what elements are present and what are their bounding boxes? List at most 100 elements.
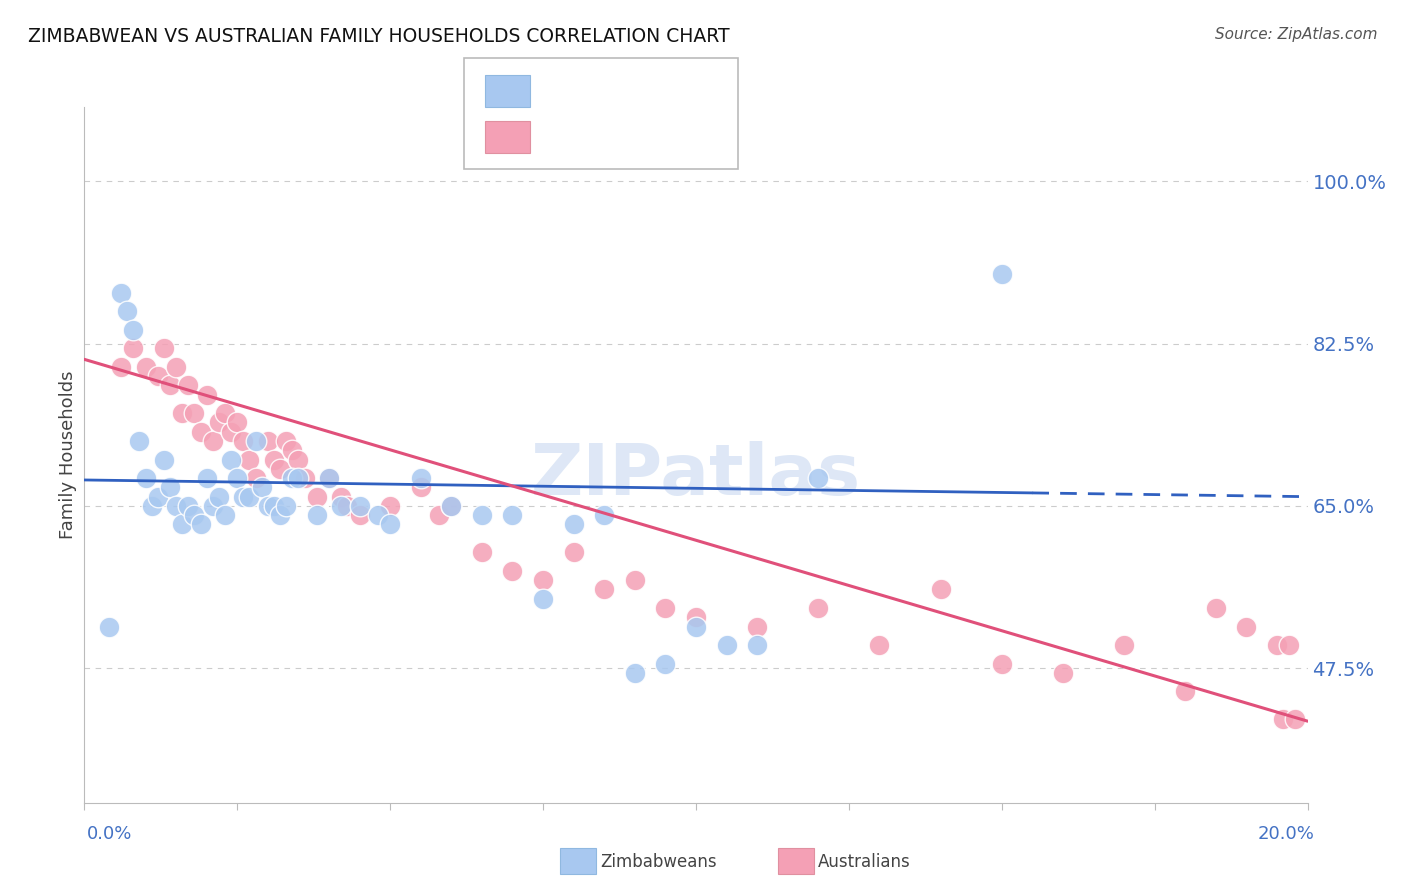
Point [263,499,285,513]
Point [183,406,205,420]
Point [245,434,267,448]
Point [654,657,676,671]
Text: 0.0%: 0.0% [87,825,132,843]
Point [257,499,280,513]
Point [135,471,157,485]
Point [141,499,163,513]
Point [172,406,194,420]
Text: Australians: Australians [818,853,911,871]
Point [1174,684,1197,698]
Point [685,619,707,633]
Point [238,490,260,504]
Point [201,434,224,448]
Point [991,267,1014,281]
Point [1284,712,1306,726]
Point [562,517,585,532]
Point [110,359,132,374]
Point [219,452,242,467]
Point [214,406,236,420]
Point [440,499,463,513]
Point [250,480,273,494]
Point [593,582,616,597]
Point [531,591,554,606]
Point [367,508,389,523]
Point [281,443,304,458]
Point [159,480,181,494]
Point [502,508,524,523]
Point [232,490,254,504]
Point [807,471,830,485]
Point [1265,638,1288,652]
Point [238,452,260,467]
Point [380,499,402,513]
Point [624,573,647,587]
Point [257,434,280,448]
Text: 51: 51 [686,82,709,100]
Point [747,638,769,652]
Point [146,369,169,384]
Text: -0.019: -0.019 [581,82,638,100]
Point [195,471,218,485]
Point [97,619,120,633]
Point [318,471,340,485]
Point [177,378,200,392]
Point [276,499,298,513]
Point [172,517,194,532]
Point [562,545,585,559]
Point [1114,638,1136,652]
Point [110,285,132,300]
Point [208,490,231,504]
Point [349,508,371,523]
Point [305,508,328,523]
Point [869,638,891,652]
Point [219,425,242,439]
Point [305,490,328,504]
Point [269,462,291,476]
Point [330,499,353,513]
Text: Zimbabweans: Zimbabweans [600,853,717,871]
Point [427,508,450,523]
Point [287,452,309,467]
Point [349,499,371,513]
Point [153,452,176,467]
Point [991,657,1014,671]
Point [336,499,359,513]
Y-axis label: Family Households: Family Households [59,371,77,539]
Point [593,508,616,523]
Point [245,471,267,485]
Text: N =: N = [641,82,693,100]
Point [502,564,524,578]
Point [226,416,249,430]
Point [183,508,205,523]
Point [531,573,554,587]
Point [128,434,150,448]
Point [807,601,830,615]
Text: -0.302: -0.302 [581,128,638,146]
Point [287,471,309,485]
Point [685,610,707,624]
Point [1052,665,1074,680]
Point [135,359,157,374]
Point [165,499,187,513]
Point [146,490,169,504]
Point [294,471,316,485]
Point [318,471,340,485]
Point [232,434,254,448]
Point [201,499,224,513]
Point [190,517,212,532]
Point [1278,638,1301,652]
Point [716,638,738,652]
Point [159,378,181,392]
Text: R =: R = [538,82,578,100]
Point [929,582,952,597]
Point [409,480,432,494]
Point [165,359,187,374]
Text: ZIMBABWEAN VS AUSTRALIAN FAMILY HOUSEHOLDS CORRELATION CHART: ZIMBABWEAN VS AUSTRALIAN FAMILY HOUSEHOL… [28,27,730,45]
Point [1205,601,1227,615]
Point [122,323,145,337]
Point [471,508,494,523]
Point [115,304,138,318]
Text: R =: R = [538,128,578,146]
Point [263,452,285,467]
Point [409,471,432,485]
